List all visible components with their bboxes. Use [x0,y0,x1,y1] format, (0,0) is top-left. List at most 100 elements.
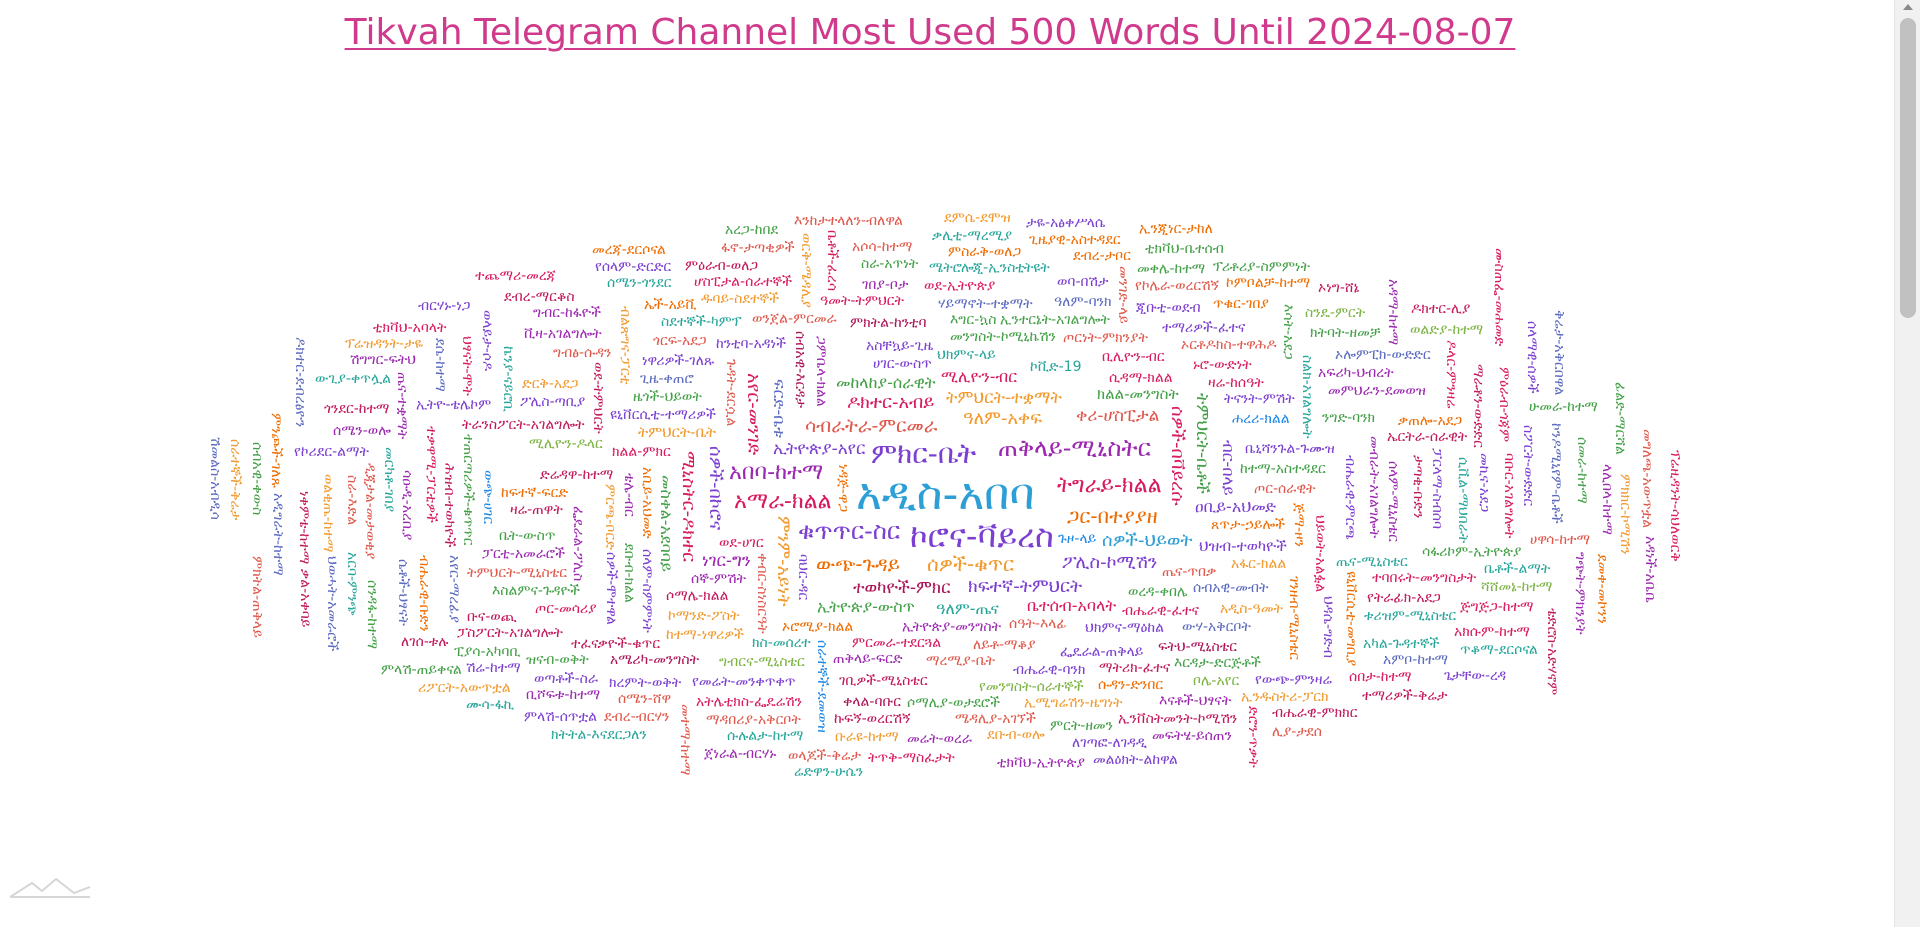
word-cloud-word: ጀነራል-ብርሃኑ [704,746,777,762]
word-cloud-word: ፋኖ-ታጣቂዎች [721,240,795,256]
word-cloud-word: ቲክቫህ-ኢትዮጵያ [997,755,1085,771]
word-cloud-word: ለገሰ-ቱሉ [401,634,449,650]
word-cloud-word: ቡራዩ-ከተማ [835,729,899,745]
word-cloud-word: ማትሪክ-ፈተና [1099,660,1171,676]
word-cloud-word: ቲክቫህ-ቤተሰብ [1145,241,1224,257]
word-cloud-word: ኬንያ-ናይሮቢ [500,346,516,412]
word-cloud-word: ሰብአዊ-ቀውስ [249,442,265,516]
word-cloud-word: ዶክተር-ሊያ [1411,301,1471,317]
word-cloud-word: ኮምቦልቻ-ከተማ [1226,275,1311,291]
word-cloud-word: አየር-መንገድ [743,373,764,456]
word-cloud-word: ብልጽግና-ፓርቲ [617,306,633,385]
word-cloud-word: ምዕራብ-ጎጃም [1496,367,1512,443]
word-cloud-word: ኮሮና-ቫይረስ [910,517,1054,555]
word-cloud-word: ወረዳ-ቀበሌ [1128,584,1188,600]
chevron-up-icon[interactable] [1903,4,1913,10]
word-cloud-word: ገበያ-ቦታ [862,277,909,293]
word-cloud-word: ሰንዳፋ-ከተማ [364,580,380,649]
word-cloud-word: ጅግጅጋ-ከተማ [1460,599,1534,615]
word-cloud-word: ተማሪዎች-ፈተና [1162,320,1246,336]
word-cloud-word: ሰዎች-ህይወት [1102,530,1193,551]
word-cloud-word: ሚሊዮን-ብር [941,367,1018,386]
word-cloud-word: ጦር-ሰራዊት [1254,481,1316,497]
word-cloud-word: ሜዳሊያ-አገኘች [955,711,1036,727]
word-cloud-word: መንግስት-ኮሚኒኬሽን [950,329,1056,345]
word-cloud-word: ጌታቸው-ረዳ [1444,668,1507,684]
word-cloud-word: አዲግራት-ከተማ [270,493,286,576]
word-cloud-word: ምርጫ-ቦርድ [602,484,618,550]
word-cloud-word: የውጭ-ምንዛሬ [1255,672,1332,688]
word-cloud-word: ንግድ-ባንክ [1322,410,1376,426]
word-cloud-word: ምንም-አይነት [773,516,794,607]
word-cloud-word: ዶክተር-አብይ [847,392,935,413]
word-cloud-word: ህክምና-ላይ [937,347,996,363]
word-cloud-word: ምርመራ-ተደርጓል [852,635,942,651]
word-cloud-word: ኦሮሚያ-ክልል [782,619,854,635]
word-cloud-word: ግብር-ከፋዮች [533,305,602,321]
word-cloud-word: ሻሸመኔ-ከተማ [1481,579,1553,595]
word-cloud-word: ገንዘብ-ሚኒስቴር [1286,576,1302,660]
word-cloud-word: ቀላል-ባቡር [843,694,902,710]
word-cloud-word: እናቶች-ህፃናት [1159,693,1232,709]
word-cloud-word: ዛሬ-ጠዋት [510,502,563,518]
word-cloud-word: ቤቶች-ልማት [1484,561,1551,577]
word-cloud-word: ሰበታ-ከተማ [1349,669,1412,685]
word-cloud-word: ፓስፖርት-አገልግሎት [457,625,563,641]
word-cloud-word: ሬድዋን-ሁሴን [794,764,864,780]
word-cloud-word: ጊዜ-ቀጠሮ [640,371,694,387]
word-cloud-word: ምክትል-ከንቲባ [850,315,927,331]
word-cloud-word: ቴሌ-ብር [621,473,637,517]
vertical-scrollbar[interactable] [1894,0,1920,927]
word-cloud-word: አስቸኳይ-ጊዜ [866,338,934,354]
word-cloud-word: ኮቪድ-19 [1030,359,1082,375]
word-cloud-word: ኢትዮጵያ-አየር [773,439,866,459]
word-cloud-word: ክልል-ምክር [612,444,671,460]
word-cloud-word: ሰሜን-ሸዋ [618,691,672,707]
word-cloud-word: ሰላም-ስምምነት [639,549,655,633]
word-cloud-word: ብሔራዊ-ምርጫ [1342,455,1358,540]
word-cloud-word: ጎርፍ-አደጋ [653,333,707,349]
word-cloud-word: እንከታተላለን-ብለዋል [794,213,903,229]
word-cloud-word: የመንግስት-ሰራተኞች [979,679,1084,695]
word-cloud-word: ውጭ-ጉዳይ [816,552,900,576]
word-cloud-word: ሰዓት-እላፊ [1009,616,1067,632]
word-cloud-word: ምላሽ-ጠይቀናል [381,662,462,678]
word-cloud-word: ደምሴ-ደሞዝ [944,210,1011,226]
word-cloud-word: ክስ-መሰረተ [752,635,811,651]
word-cloud-word: ብር-በላይ [1219,440,1238,496]
word-cloud-word: ቃሊቲ-ማረሚያ [932,228,1013,244]
word-cloud-word: ሰዎች-ሞተዋል [603,552,619,625]
word-cloud-word: ምስራቅ-ወለጋ [948,244,1022,260]
word-cloud-word: ህይወት-አልፏል [1312,515,1328,593]
word-cloud-word: ቤት-ውስጥ [499,528,556,544]
scrollbar-thumb[interactable] [1900,18,1916,318]
word-cloud-word: ግብፅ-ሱዳን [553,345,612,361]
word-cloud-word: ተወካዮች-ምክር [853,578,951,598]
word-cloud-word: ወጣቶች-ስራ [534,671,598,687]
word-cloud-word: ውጊያ-ቀጥሏል [315,371,392,387]
word-cloud-word: ጋር-በተያያዘ [1067,504,1158,528]
word-cloud-word: ኢንቨስትመንት-ኮሚሽን [1118,711,1238,727]
word-cloud-word: ሙስጠፌ-መሐመድ [1491,248,1507,347]
word-cloud-word: ዶላር-ምንዛሬ [1443,340,1459,409]
word-cloud-word: ደመቀ-መኮንን [1594,554,1610,624]
word-cloud-word: ፓርቲ-አመራሮች [482,546,565,562]
word-cloud-word: እሳት-አደጋ [1280,304,1296,360]
word-cloud-word: ድሬዳዋ-ከተማ [540,467,614,483]
word-cloud-word: ጸጥታ-ኃይሎች [1211,517,1286,533]
word-cloud-word: ሱዳን-ድንበር [1098,677,1164,693]
word-cloud-word: ፕሬዚዳንት-ሳህለወርቅ [1667,450,1683,562]
word-cloud-word: ከፍተኛ-ፍርድ [501,485,569,501]
word-cloud-word: አፋር-ክልል [1231,556,1287,572]
word-cloud-word: ጦርነት-ምክንያት [1063,330,1148,346]
word-cloud-word: መተማ-ከተማ [677,704,693,776]
word-cloud-word: ብሔራዊ-ምክክር [1272,705,1358,721]
word-cloud-word: ወደ-ሀገር [719,535,764,551]
word-cloud-word: ወደ-ትምህርት [590,362,606,434]
word-cloud-word: ውሃ-አቅርቦት [1182,619,1251,635]
word-cloud-word: ህወሓት-አመራሮች [324,556,340,652]
word-cloud-word: ቴድሮስ-አድሃኖም [1544,608,1560,696]
word-cloud-word: ስፖርት-ውድድር [1520,425,1536,507]
word-cloud-word: ኢንጂነር-ታከለ [1139,221,1213,237]
